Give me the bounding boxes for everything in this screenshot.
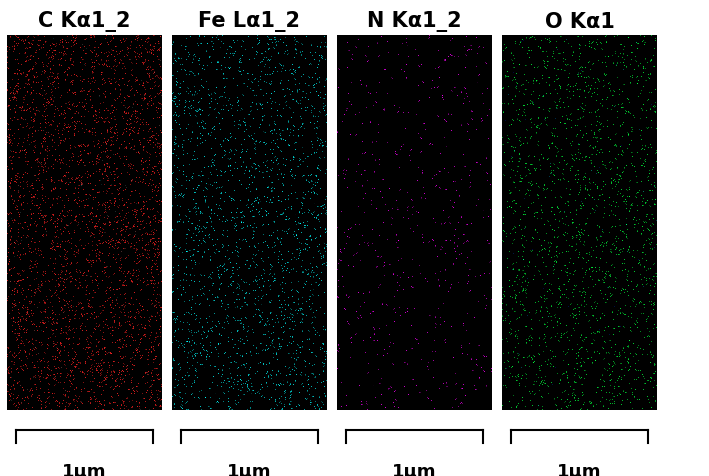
Text: 1μm: 1μm [62,462,107,476]
Text: N Kα1_2: N Kα1_2 [367,11,462,32]
Text: 1μm: 1μm [228,462,272,476]
Text: Fe Lα1_2: Fe Lα1_2 [199,11,301,32]
Text: O Kα1: O Kα1 [545,12,615,32]
Text: 1μm: 1μm [557,462,602,476]
Text: 1μm: 1μm [392,462,437,476]
Text: C Kα1_2: C Kα1_2 [38,11,130,32]
